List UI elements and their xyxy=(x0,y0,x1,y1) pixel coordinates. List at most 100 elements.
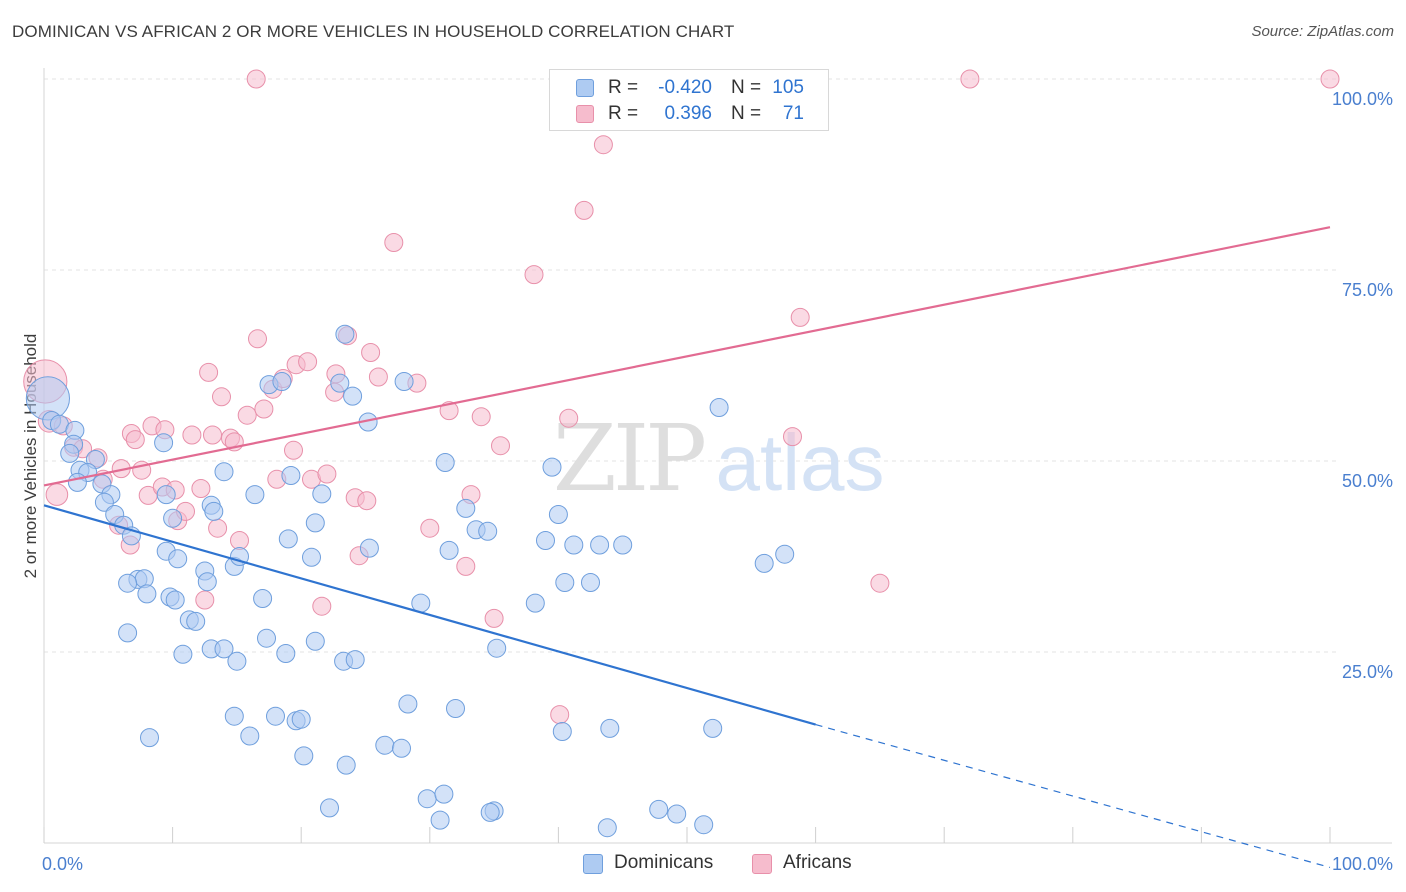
african-point xyxy=(357,491,377,511)
dominican-point xyxy=(597,818,617,838)
watermark: ZIP atlas xyxy=(553,405,885,512)
dominican-point xyxy=(320,798,339,818)
dominican-point xyxy=(224,706,244,726)
dominican-point xyxy=(165,590,185,610)
dominican-point xyxy=(245,485,265,505)
dominican-point xyxy=(60,443,80,463)
y-tick-label: 50.0% xyxy=(1342,471,1393,491)
dominican-point xyxy=(156,485,176,505)
legend-label-africans: Africans xyxy=(783,852,852,873)
african-point xyxy=(212,387,231,407)
dominican-point xyxy=(709,398,729,417)
chart-title: DOMINICAN VS AFRICAN 2 OR MORE VEHICLES … xyxy=(12,22,735,41)
african-point xyxy=(237,405,257,425)
dominican-point xyxy=(392,738,411,758)
dominican-point xyxy=(456,498,476,518)
dominican-point xyxy=(294,746,314,766)
dominican-point xyxy=(600,718,620,738)
african-point xyxy=(298,352,318,372)
african-point xyxy=(199,362,219,382)
dominican-point xyxy=(703,718,723,738)
dominican-point xyxy=(305,513,325,533)
dominican-point xyxy=(536,531,555,550)
stats-swatch-dominicans xyxy=(576,79,594,97)
dominican-point xyxy=(564,535,584,555)
dominican-point xyxy=(434,784,454,804)
watermark-zip: ZIP xyxy=(553,405,704,512)
dominican-point xyxy=(163,508,183,528)
dominican-point xyxy=(775,544,795,564)
african-point xyxy=(195,590,215,610)
african-point xyxy=(248,329,267,349)
dominican-point xyxy=(305,631,325,651)
dominican-point xyxy=(613,535,633,555)
dominican-point xyxy=(204,501,224,521)
dominican-point xyxy=(345,650,365,670)
dominican-point xyxy=(227,651,247,671)
african-point xyxy=(125,430,145,450)
african-point xyxy=(484,608,504,628)
dominican-point xyxy=(480,802,500,822)
dominican-point xyxy=(694,815,714,835)
dominican-point xyxy=(446,699,465,718)
african-point xyxy=(783,427,802,447)
stats-n-label: N = xyxy=(731,77,762,98)
stats-r-label: R = xyxy=(608,103,639,124)
stats-row-dominicans: R = -0.420 N = 105 xyxy=(550,75,828,101)
african-point xyxy=(559,408,579,428)
dominican-point xyxy=(439,540,459,560)
dominican-point xyxy=(281,466,301,485)
dominican-point xyxy=(555,573,575,592)
dominican-point xyxy=(276,644,296,663)
dominicans-trend-line xyxy=(43,504,816,726)
y-tick-label: 25.0% xyxy=(1342,662,1393,682)
dominican-point xyxy=(330,373,350,393)
dominicans-trend-extension xyxy=(815,724,1331,869)
dominican-point xyxy=(197,572,217,592)
dominican-point xyxy=(266,706,285,726)
dominican-point xyxy=(230,547,249,566)
african-point xyxy=(203,425,222,445)
y-tick-label: 75.0% xyxy=(1342,280,1393,300)
african-point xyxy=(524,265,544,285)
dominican-point xyxy=(552,722,572,741)
dominican-point xyxy=(542,457,562,477)
trend-lines xyxy=(43,226,1331,869)
dominican-point xyxy=(154,433,174,453)
y-tick-label: 100.0% xyxy=(1332,89,1393,109)
x-tick-label-max: 100.0% xyxy=(1332,854,1393,874)
dominican-point xyxy=(398,694,418,714)
stats-n-label: N = xyxy=(731,103,762,124)
chart-source: Source: ZipAtlas.com xyxy=(1251,23,1394,40)
x-tick-label-min: 0.0% xyxy=(42,854,83,874)
african-point xyxy=(550,705,570,725)
dominican-point xyxy=(302,547,321,567)
african-point xyxy=(870,573,890,593)
african-point xyxy=(45,483,69,506)
african-point xyxy=(246,69,266,89)
african-point xyxy=(191,479,211,498)
african-point xyxy=(254,399,274,419)
dominican-point xyxy=(581,573,600,592)
legend-swatch-dominicans xyxy=(583,854,603,874)
dominican-point xyxy=(375,735,395,755)
dominican-point xyxy=(67,472,87,492)
stats-n-value: 71 xyxy=(782,103,804,124)
dominican-point xyxy=(590,535,610,555)
dominican-point xyxy=(667,804,687,824)
dominican-point xyxy=(430,810,450,830)
dominican-point xyxy=(272,372,292,391)
dominican-point xyxy=(435,453,455,472)
legend: Dominicans Africans xyxy=(0,851,1406,877)
dominican-point xyxy=(240,726,260,746)
african-point xyxy=(593,135,613,155)
axis-layer: 2 or more Vehicles in Household xyxy=(21,68,1392,844)
african-point xyxy=(420,518,440,538)
series-dominicans xyxy=(25,324,795,838)
dominican-point xyxy=(754,553,774,573)
dominican-point xyxy=(335,324,355,344)
dominican-point xyxy=(253,589,273,608)
african-point xyxy=(368,367,388,387)
dominican-point xyxy=(417,789,437,809)
